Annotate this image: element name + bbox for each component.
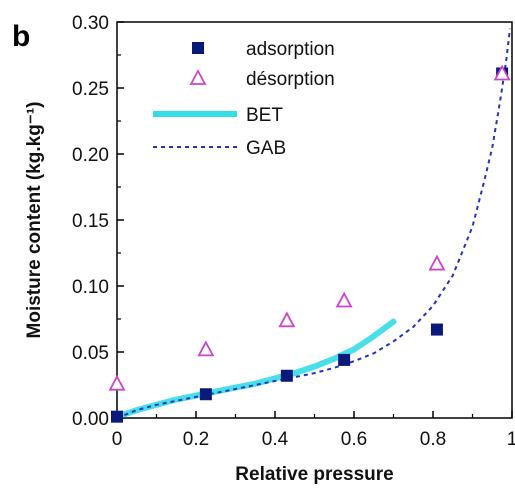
- y-axis: 0.00 0.05 0.10 0.15 0.20 0.25 0.30: [72, 13, 124, 430]
- x-axis-title: Relative pressure: [235, 464, 393, 485]
- legend-adsorption-symbol: [192, 42, 204, 54]
- legend-label-adsorption: adsorption: [246, 39, 335, 60]
- y-tick-label: 0.00: [72, 409, 109, 430]
- adsorption-point: [338, 353, 351, 366]
- y-tick-label: 0.25: [72, 79, 109, 100]
- panel-label: b: [12, 20, 30, 53]
- series-layer: [108, 28, 511, 423]
- y-tick-label: 0.30: [72, 13, 109, 34]
- y-axis-title: Moisture content (kg.kg⁻¹): [24, 102, 45, 339]
- y-tick-label: 0.15: [72, 211, 109, 232]
- desorption-point: [278, 311, 296, 328]
- x-tick-label: 0.6: [341, 429, 367, 450]
- desorption-point: [197, 340, 215, 357]
- desorption-point: [335, 291, 353, 308]
- adsorption-point: [430, 323, 443, 336]
- adsorption-point: [280, 369, 293, 382]
- x-axis: 0 0.2 0.4 0.6 0.8 1: [112, 411, 515, 450]
- desorption-point: [108, 374, 126, 391]
- series-bet-line: [114, 318, 397, 420]
- x-tick-label: 0.4: [262, 429, 289, 450]
- legend-label-gab: GAB: [246, 138, 286, 159]
- legend: adsorption désorption BET GAB: [153, 39, 335, 159]
- y-tick-label: 0.05: [72, 343, 109, 364]
- x-tick-label: 0.8: [420, 429, 446, 450]
- legend-desorption-symbol: [189, 69, 207, 85]
- desorption-point: [493, 64, 511, 81]
- adsorption-point: [199, 388, 212, 401]
- y-tick-label: 0.10: [72, 277, 109, 298]
- desorption-point: [428, 254, 446, 271]
- legend-label-désorption: désorption: [246, 69, 335, 90]
- adsorption-point: [111, 410, 123, 423]
- x-tick-label: 0: [112, 429, 123, 450]
- x-tick-label: 1: [507, 429, 515, 450]
- y-tick-label: 0.20: [72, 145, 109, 166]
- x-tick-label: 0.2: [183, 429, 209, 450]
- legend-label-bet: BET: [246, 105, 283, 126]
